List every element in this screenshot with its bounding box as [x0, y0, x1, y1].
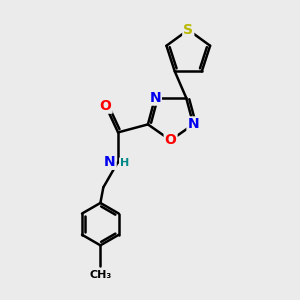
Text: N: N: [149, 91, 161, 105]
Text: H: H: [120, 158, 129, 168]
Text: N: N: [188, 117, 199, 131]
Text: S: S: [183, 23, 193, 37]
Text: N: N: [104, 155, 116, 169]
Text: O: O: [165, 133, 176, 147]
Text: CH₃: CH₃: [89, 270, 112, 280]
Text: O: O: [100, 99, 112, 113]
